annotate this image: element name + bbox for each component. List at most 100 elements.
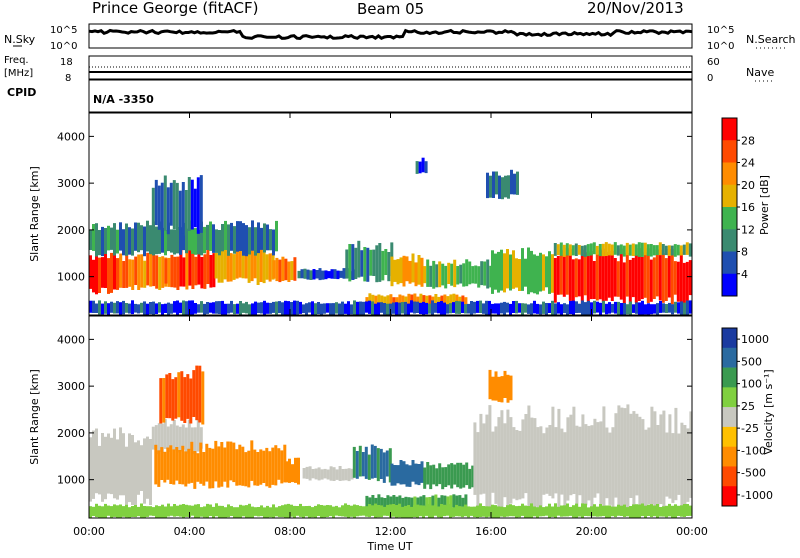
echo-cell	[167, 257, 171, 287]
echo-cell	[518, 303, 521, 313]
nave-tick-top: 60	[707, 57, 720, 68]
echo-cell	[485, 414, 489, 512]
echo-cell	[408, 260, 412, 284]
echo-cell	[376, 448, 380, 482]
echo-cell	[629, 413, 633, 498]
echo-cell	[459, 462, 463, 489]
echo-cell	[89, 255, 92, 289]
echo-cell	[128, 303, 131, 314]
echo-cell	[172, 180, 176, 230]
echo-cell	[623, 504, 626, 517]
colorbar-swatch	[722, 229, 737, 252]
x-tick-label: 12:00	[375, 525, 407, 538]
echo-cell	[545, 303, 548, 315]
echo-cell	[680, 505, 683, 517]
echo-cell	[500, 506, 503, 517]
echo-cell	[611, 427, 615, 514]
echo-cell	[296, 506, 299, 516]
echo-cell	[269, 229, 272, 251]
echo-cell	[356, 301, 359, 315]
echo-cell	[209, 504, 212, 516]
echo-cell	[604, 242, 608, 256]
echo-cell	[536, 303, 539, 314]
echo-cell	[482, 506, 485, 517]
echo-cell	[589, 243, 593, 256]
echo-cell	[107, 225, 110, 251]
echo-cell	[128, 507, 131, 518]
y-tick-label: 4000	[57, 130, 85, 143]
echo-cell	[221, 300, 224, 315]
echo-cell	[266, 505, 269, 518]
echo-cell	[399, 460, 403, 485]
colorbar-swatch	[722, 162, 737, 186]
power-colorbar-label: Power [dB]	[758, 175, 771, 235]
y-tick-label: 4000	[57, 333, 85, 346]
echo-cell	[464, 494, 468, 509]
echo-cell	[247, 253, 251, 283]
echo-cell	[184, 451, 188, 487]
echo-cell	[363, 247, 367, 282]
echo-cell	[164, 303, 167, 313]
echo-cell	[200, 257, 204, 289]
echo-cell	[524, 505, 527, 518]
echo-cell	[275, 507, 278, 517]
echo-cell	[134, 442, 137, 506]
echo-cell	[311, 507, 314, 518]
echo-cell	[380, 497, 384, 508]
echo-cell	[560, 505, 563, 517]
echo-cell	[221, 224, 224, 252]
echo-cell	[218, 301, 221, 314]
echo-cell	[365, 301, 368, 313]
echo-cell	[263, 223, 266, 253]
echo-cell	[125, 223, 128, 256]
echo-cell	[92, 259, 95, 293]
echo-cell	[676, 261, 680, 302]
echo-cell	[217, 247, 221, 283]
echo-region	[154, 440, 287, 489]
echo-cell	[110, 252, 113, 293]
echo-region	[423, 259, 493, 289]
echo-cell	[326, 505, 329, 517]
echo-cell	[214, 440, 218, 482]
echo-cell	[671, 505, 674, 518]
echo-cell	[329, 303, 332, 315]
echo-cell	[341, 469, 345, 481]
echo-cell	[371, 495, 375, 508]
echo-cell	[188, 220, 191, 251]
echo-cell	[389, 496, 393, 507]
echo-cell	[593, 300, 596, 314]
echo-cell	[224, 303, 227, 315]
echo-cell	[163, 419, 167, 449]
echo-cell	[379, 448, 383, 479]
echo-cell	[131, 259, 135, 290]
echo-cell	[368, 300, 371, 314]
echo-cell	[357, 240, 361, 278]
echo-cell	[199, 427, 203, 449]
echo-cell	[140, 225, 143, 251]
echo-cell	[443, 302, 446, 315]
echo-region	[553, 247, 692, 306]
echo-cell	[152, 254, 156, 287]
echo-region	[151, 418, 203, 455]
echo-cell	[605, 427, 609, 499]
echo-cell	[173, 256, 177, 288]
echo-cell	[242, 505, 245, 517]
echo-cell	[175, 447, 179, 481]
echo-cell	[256, 249, 260, 285]
echo-cell	[655, 245, 659, 255]
echo-cell	[297, 457, 300, 485]
echo-cell	[632, 411, 636, 513]
echo-cell	[167, 302, 170, 315]
echo-cell	[676, 244, 680, 256]
echo-cell	[533, 418, 537, 507]
echo-cell	[679, 245, 683, 256]
echo-cell	[232, 442, 236, 483]
echo-cell	[477, 266, 481, 288]
echo-region	[164, 247, 216, 290]
echo-cell	[193, 451, 197, 489]
echo-cell	[474, 265, 478, 284]
echo-cell	[239, 221, 242, 251]
echo-cell	[545, 427, 549, 494]
echo-cell	[179, 227, 182, 255]
echo-cell	[515, 506, 518, 518]
